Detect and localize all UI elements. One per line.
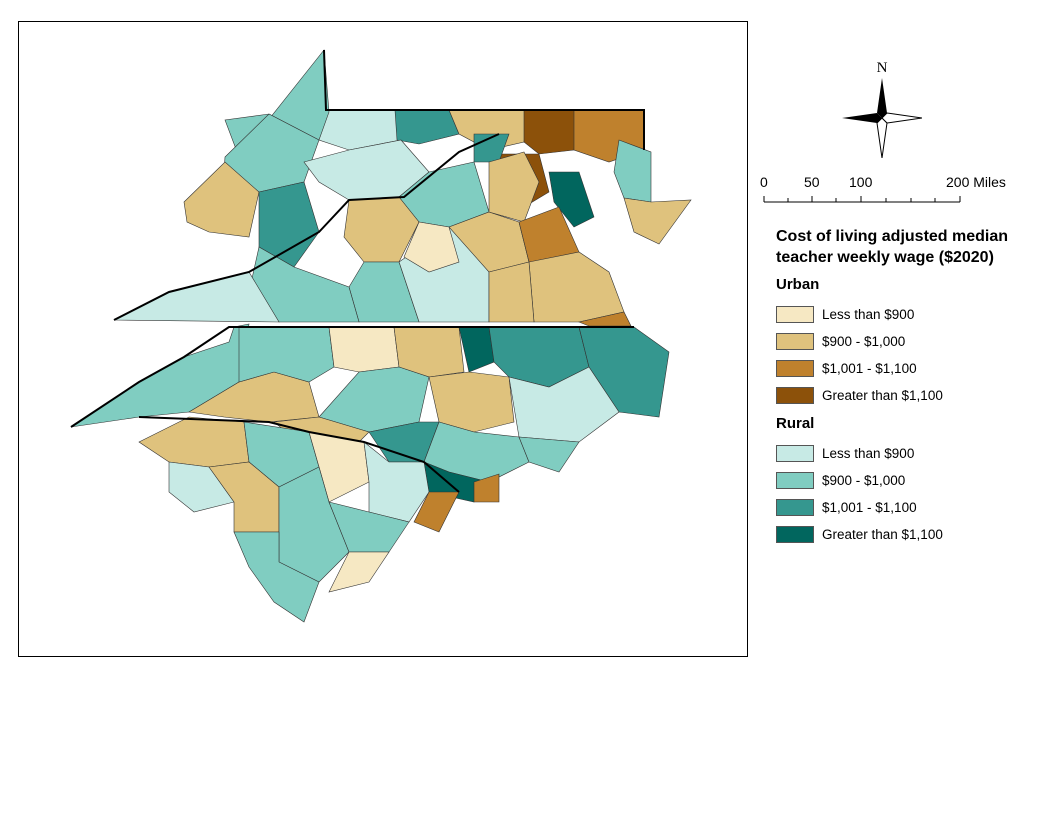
legend-item: $1,001 - $1,100: [776, 355, 1036, 382]
legend-label: Greater than $1,100: [822, 388, 943, 403]
scale-tick-50: 50: [804, 174, 820, 190]
legend-label: Less than $900: [822, 446, 915, 461]
legend-label: $900 - $1,000: [822, 473, 906, 488]
scale-tick-100: 100: [849, 174, 873, 190]
legend-label: Less than $900: [822, 307, 915, 322]
legend-swatch: [776, 333, 814, 350]
legend-item: Greater than $1,100: [776, 382, 1036, 409]
legend-group-urban: Urban: [776, 276, 820, 293]
legend-label: $1,001 - $1,100: [822, 500, 917, 515]
legend-group-rural: Rural: [776, 415, 815, 432]
legend-label: Greater than $1,100: [822, 527, 943, 542]
map-frame: [18, 21, 748, 657]
legend-swatch: [776, 472, 814, 489]
legend-swatch: [776, 445, 814, 462]
legend-item: Greater than $1,100: [776, 521, 1036, 548]
legend-label: $1,001 - $1,100: [822, 361, 917, 376]
scale-tick-0: 0: [760, 174, 768, 190]
legend-item: Less than $900: [776, 440, 1036, 467]
scale-bar: 0 50 100 200 Miles: [760, 172, 1006, 212]
choropleth-map: [70, 49, 692, 623]
region-virginia-west-virginia: [113, 49, 632, 327]
legend-swatch: [776, 499, 814, 516]
state-boundaries: [70, 49, 645, 493]
legend-title: Cost of living adjusted median teacher w…: [776, 228, 1009, 266]
legend-swatch: [776, 360, 814, 377]
legend-item: $1,001 - $1,100: [776, 494, 1036, 521]
north-arrow: N: [842, 60, 922, 160]
legend-swatch: [776, 387, 814, 404]
legend: Cost of living adjusted median teacher w…: [776, 226, 1036, 548]
legend-item: Less than $900: [776, 301, 1036, 328]
legend-swatch: [776, 306, 814, 323]
region-north-carolina: [70, 323, 670, 503]
legend-label: $900 - $1,000: [822, 334, 906, 349]
legend-swatch: [776, 526, 814, 543]
north-label: N: [876, 60, 888, 76]
region-maryland-delaware: [318, 109, 692, 245]
legend-item: $900 - $1,000: [776, 467, 1036, 494]
scale-bar-line: [763, 196, 961, 203]
region-south-carolina: [138, 416, 460, 623]
compass-rose-icon: [842, 78, 922, 158]
legend-item: $900 - $1,000: [776, 328, 1036, 355]
scale-tick-200-miles: 200 Miles: [946, 174, 1006, 190]
